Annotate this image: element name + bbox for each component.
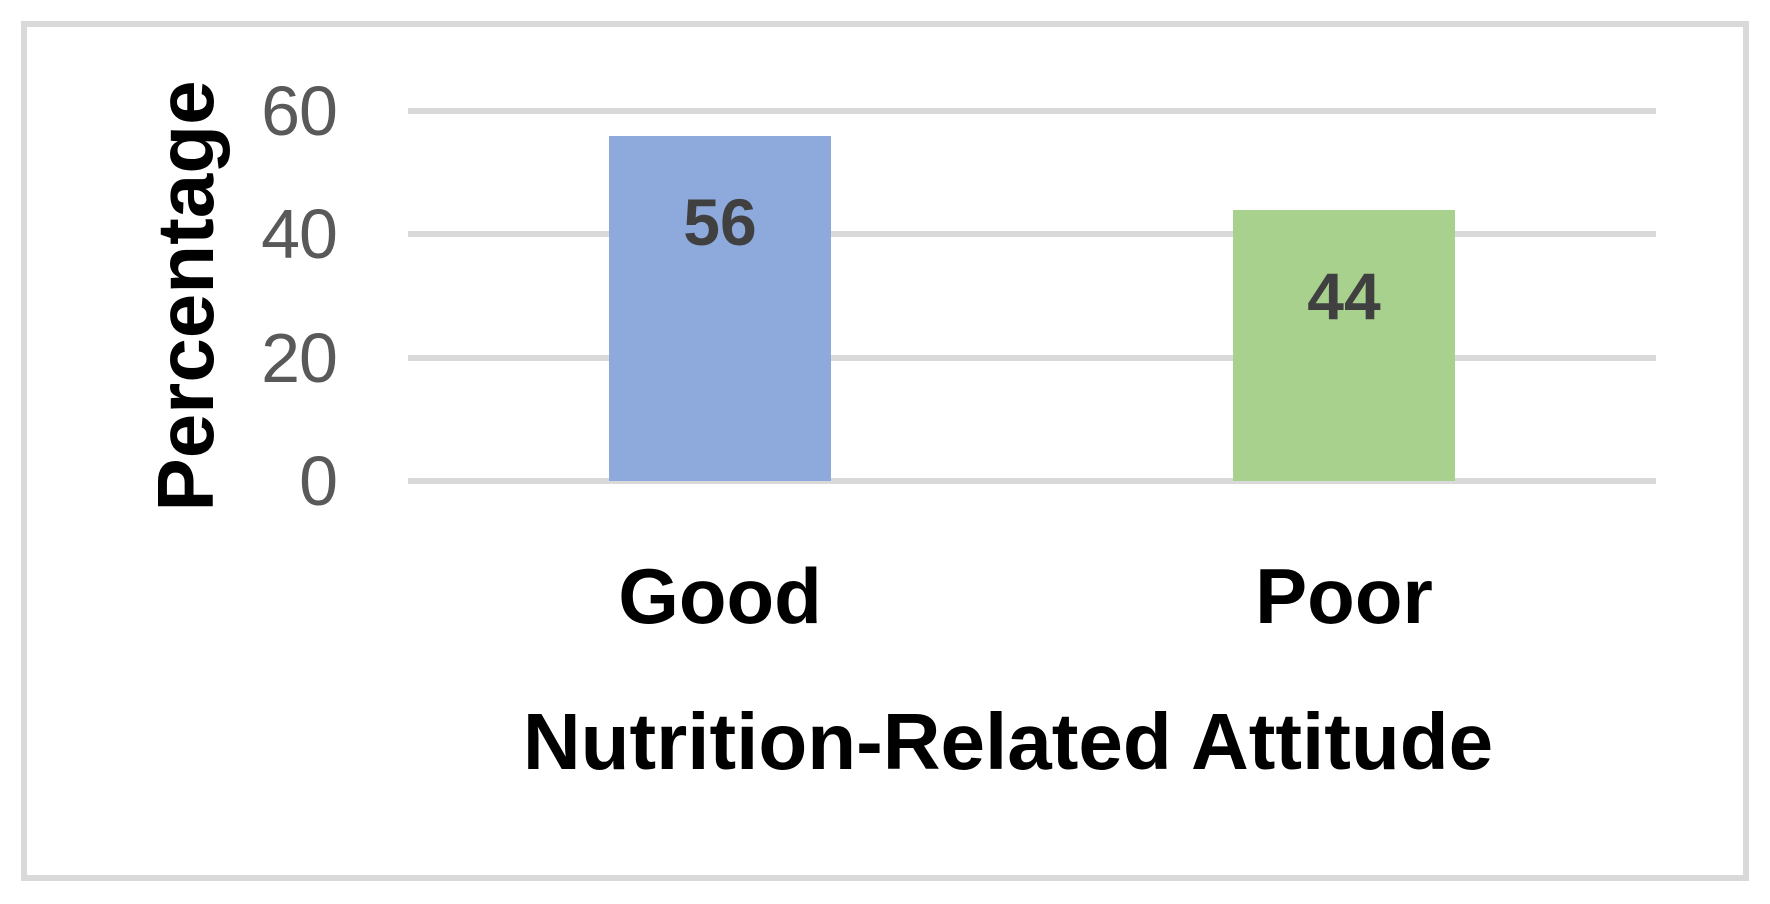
y-tick-label-20: 20: [261, 318, 338, 397]
data-label-poor: 44: [1307, 258, 1381, 333]
y-tick-label-40: 40: [261, 195, 338, 274]
gridline-20: [408, 354, 1656, 361]
category-label-good: Good: [618, 551, 822, 640]
category-label-poor: Poor: [1255, 551, 1433, 640]
data-label-good: 56: [683, 184, 757, 259]
y-tick-label-60: 60: [261, 72, 338, 150]
gridline-0: [408, 478, 1656, 484]
bar-good: [609, 135, 831, 481]
gridline-40: [408, 231, 1656, 238]
bar-poor: [1233, 209, 1455, 481]
y-axis-title: Percentage: [141, 80, 230, 512]
gridline-60: [408, 108, 1656, 114]
x-axis-title: Nutrition-Related Attitude: [522, 697, 1494, 786]
chart-frame: [21, 21, 1749, 881]
y-tick-label-0: 0: [299, 442, 338, 520]
